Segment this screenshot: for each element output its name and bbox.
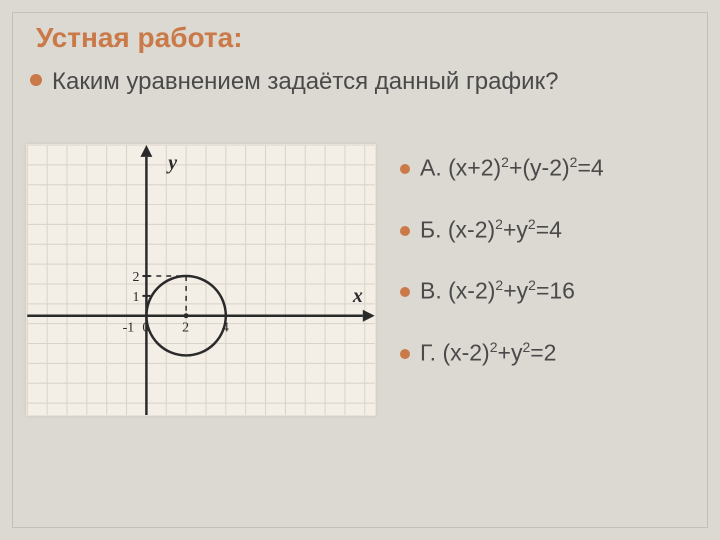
option-exp: 2 xyxy=(528,216,536,232)
option-a: А. (х+2)2+(у-2)2=4 xyxy=(400,154,710,182)
option-d: Г. (х-2)2+у2=2 xyxy=(400,339,710,367)
option-tail: =16 xyxy=(536,278,575,304)
option-body: (х-2) xyxy=(442,340,489,366)
svg-text:2: 2 xyxy=(133,270,140,285)
svg-text:y: y xyxy=(166,152,177,174)
option-body: (х-2) xyxy=(448,278,495,304)
option-b-text: Б. (х-2)2+у2=4 xyxy=(420,216,562,244)
option-tail: =2 xyxy=(530,340,556,366)
slide-title: Устная работа: xyxy=(36,22,243,54)
option-mid: +у xyxy=(503,278,528,304)
option-body: (х-2) xyxy=(448,216,495,242)
option-c: В. (х-2)2+у2=16 xyxy=(400,277,710,305)
svg-text:x: x xyxy=(352,285,363,307)
bullet-icon xyxy=(30,74,42,86)
option-c-text: В. (х-2)2+у2=16 xyxy=(420,277,575,305)
svg-text:4: 4 xyxy=(222,321,229,336)
option-a-text: А. (х+2)2+(у-2)2=4 xyxy=(420,154,604,182)
option-letter: В. xyxy=(420,278,442,304)
answer-options: А. (х+2)2+(у-2)2=4 Б. (х-2)2+у2=4 В. (х-… xyxy=(400,154,710,401)
option-tail: =4 xyxy=(536,216,562,242)
option-exp: 2 xyxy=(528,277,536,293)
option-letter: А. xyxy=(420,155,442,181)
option-tail: =4 xyxy=(577,155,603,181)
graph-svg: y x -1 0 2 4 1 2 xyxy=(27,145,375,415)
option-letter: Г. xyxy=(420,340,436,366)
option-mid: +у xyxy=(503,216,528,242)
bullet-icon xyxy=(400,349,410,359)
option-b: Б. (х-2)2+у2=4 xyxy=(400,216,710,244)
question-row: Каким уравнением задаётся данный график? xyxy=(30,66,558,97)
bullet-icon xyxy=(400,164,410,174)
bullet-icon xyxy=(400,287,410,297)
option-d-text: Г. (х-2)2+у2=2 xyxy=(420,339,556,367)
svg-text:0: 0 xyxy=(142,321,149,336)
bullet-icon xyxy=(400,226,410,236)
option-exp: 2 xyxy=(501,154,509,170)
option-letter: Б. xyxy=(420,216,441,242)
option-exp: 2 xyxy=(495,216,503,232)
option-mid: +у xyxy=(498,340,523,366)
option-body: (х+2) xyxy=(448,155,501,181)
graph-image: y x -1 0 2 4 1 2 xyxy=(26,144,376,416)
svg-text:1: 1 xyxy=(133,290,140,305)
option-mid: +(у-2) xyxy=(509,155,570,181)
question-text: Каким уравнением задаётся данный график? xyxy=(52,66,558,97)
svg-text:-1: -1 xyxy=(123,321,135,336)
svg-text:2: 2 xyxy=(182,321,189,336)
option-exp: 2 xyxy=(490,339,498,355)
